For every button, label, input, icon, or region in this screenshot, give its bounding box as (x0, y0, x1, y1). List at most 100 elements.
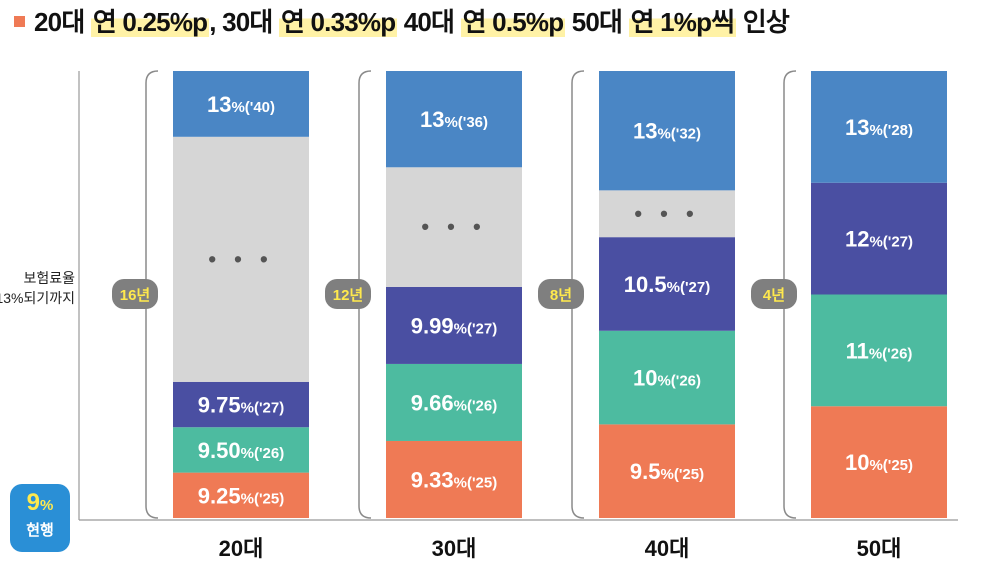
segment-percent: % (454, 474, 467, 491)
years-pill-text: 16년 (120, 287, 151, 304)
current-rate-percent: % (40, 497, 53, 514)
current-rate-value: 9% (27, 489, 54, 516)
bar-gap-segment (599, 190, 735, 238)
segment-label: 9.5%('25) (630, 459, 704, 484)
segment-label: 10.5%('27) (624, 272, 710, 297)
segment-label: 9.99%('27) (411, 313, 497, 338)
segment-rate: 9.75 (198, 393, 241, 418)
years-pill (112, 279, 158, 309)
segment-year: ('25) (674, 466, 704, 483)
bar-segment (599, 71, 735, 191)
segment-percent: % (869, 457, 882, 474)
category-label: 20대 (219, 536, 264, 561)
title-text: 20대 (34, 7, 91, 37)
category-label: 50대 (857, 536, 902, 561)
segment-year: ('40) (245, 99, 275, 116)
years-pill-text: 8년 (550, 287, 572, 304)
title-text: , 30대 (209, 7, 279, 37)
segment-rate: 9.5 (630, 459, 661, 484)
segment-percent: % (241, 490, 254, 507)
bar-segment (173, 427, 309, 473)
bar-segment (599, 330, 735, 425)
bar-segment (811, 294, 947, 407)
segment-label: 10%('26) (633, 366, 701, 391)
segment-year: ('25) (467, 474, 497, 491)
current-rate-badge: 9% 현행 (10, 484, 70, 552)
segment-year: ('26) (882, 345, 912, 362)
current-rate-label: 현행 (26, 522, 54, 539)
bar-segment (173, 472, 309, 518)
bar-segment (386, 363, 522, 441)
segment-year: ('27) (467, 320, 497, 337)
segment-label: 13%('28) (845, 115, 913, 140)
bar-gap-segment (173, 136, 309, 382)
segment-rate: 10 (845, 450, 869, 475)
bar-40대: 9.5%('25)10%('26)10.5%('27)• • •13%('32)… (538, 70, 735, 561)
category-label: 40대 (645, 536, 690, 561)
y-axis-label-line: 13%되기까지 (0, 290, 75, 306)
years-pill-text: 12년 (333, 287, 364, 304)
current-rate-badge-box (10, 484, 70, 552)
segment-year: ('27) (254, 400, 284, 417)
segment-label: 9.66%('26) (411, 390, 497, 415)
segment-label: 9.75%('27) (198, 393, 284, 418)
current-rate-number: 9 (27, 489, 40, 516)
title-highlight: 연 0.5%p (460, 7, 566, 37)
segment-rate: 13 (845, 115, 869, 140)
segment-percent: % (869, 234, 882, 251)
bar-segment (811, 406, 947, 518)
segment-percent: % (444, 114, 457, 131)
title-highlight: 연 0.25%p (90, 7, 210, 37)
segment-percent: % (241, 445, 254, 462)
segment-year: ('27) (883, 234, 913, 251)
segment-rate: 13 (420, 107, 444, 132)
bar-segment (386, 286, 522, 364)
segment-rate: 9.99 (411, 313, 454, 338)
segment-percent: % (454, 397, 467, 414)
segment-year: ('26) (254, 445, 284, 462)
segment-rate: 9.25 (198, 483, 241, 508)
segment-percent: % (231, 99, 244, 116)
segment-label: 9.50%('26) (198, 438, 284, 463)
title-text: 40대 (397, 7, 461, 37)
segment-label: 13%('32) (633, 119, 701, 144)
segment-rate: 12 (845, 227, 869, 252)
segment-rate: 10 (633, 366, 657, 391)
segment-rate: 9.66 (411, 390, 454, 415)
segment-year: ('25) (883, 457, 913, 474)
title-highlight: 연 0.33%p (278, 7, 398, 37)
y-axis-label: 보험료율 13%되기까지 (0, 270, 75, 306)
years-pill-text: 4년 (763, 287, 785, 304)
segment-rate: 9.50 (198, 438, 241, 463)
segment-label: 13%('36) (420, 107, 488, 132)
segment-percent: % (667, 279, 680, 296)
segment-label: 12%('27) (845, 227, 913, 252)
segment-rate: 13 (207, 92, 231, 117)
segment-year: ('32) (671, 126, 701, 143)
bar-segment (386, 71, 522, 168)
bar-20대: 9.25%('25)9.50%('26)9.75%('27)• • •13%('… (112, 70, 309, 561)
segment-year: ('26) (671, 373, 701, 390)
bar-segment (386, 440, 522, 518)
segment-rate: 9.33 (411, 467, 454, 492)
bar-gap-segment (386, 167, 522, 287)
title-text: 50대 (565, 7, 629, 37)
segment-label: 13%('40) (207, 92, 275, 117)
segment-label: 10%('25) (845, 450, 913, 475)
category-label: 30대 (432, 536, 477, 561)
years-pill (325, 279, 371, 309)
segment-percent: % (657, 373, 670, 390)
segment-percent: % (869, 345, 882, 362)
years-pill (751, 279, 797, 309)
segment-percent: % (241, 400, 254, 417)
segment-percent: % (657, 126, 670, 143)
segment-label: 9.25%('25) (198, 483, 284, 508)
segment-year: ('25) (254, 490, 284, 507)
segment-year: ('28) (883, 122, 913, 139)
bar-segment (173, 71, 309, 137)
years-pill (538, 279, 584, 309)
chart-title: 20대 연 0.25%p, 30대 연 0.33%p 40대 연 0.5%p 5… (14, 4, 790, 40)
gap-ellipsis: • • • (208, 246, 273, 271)
